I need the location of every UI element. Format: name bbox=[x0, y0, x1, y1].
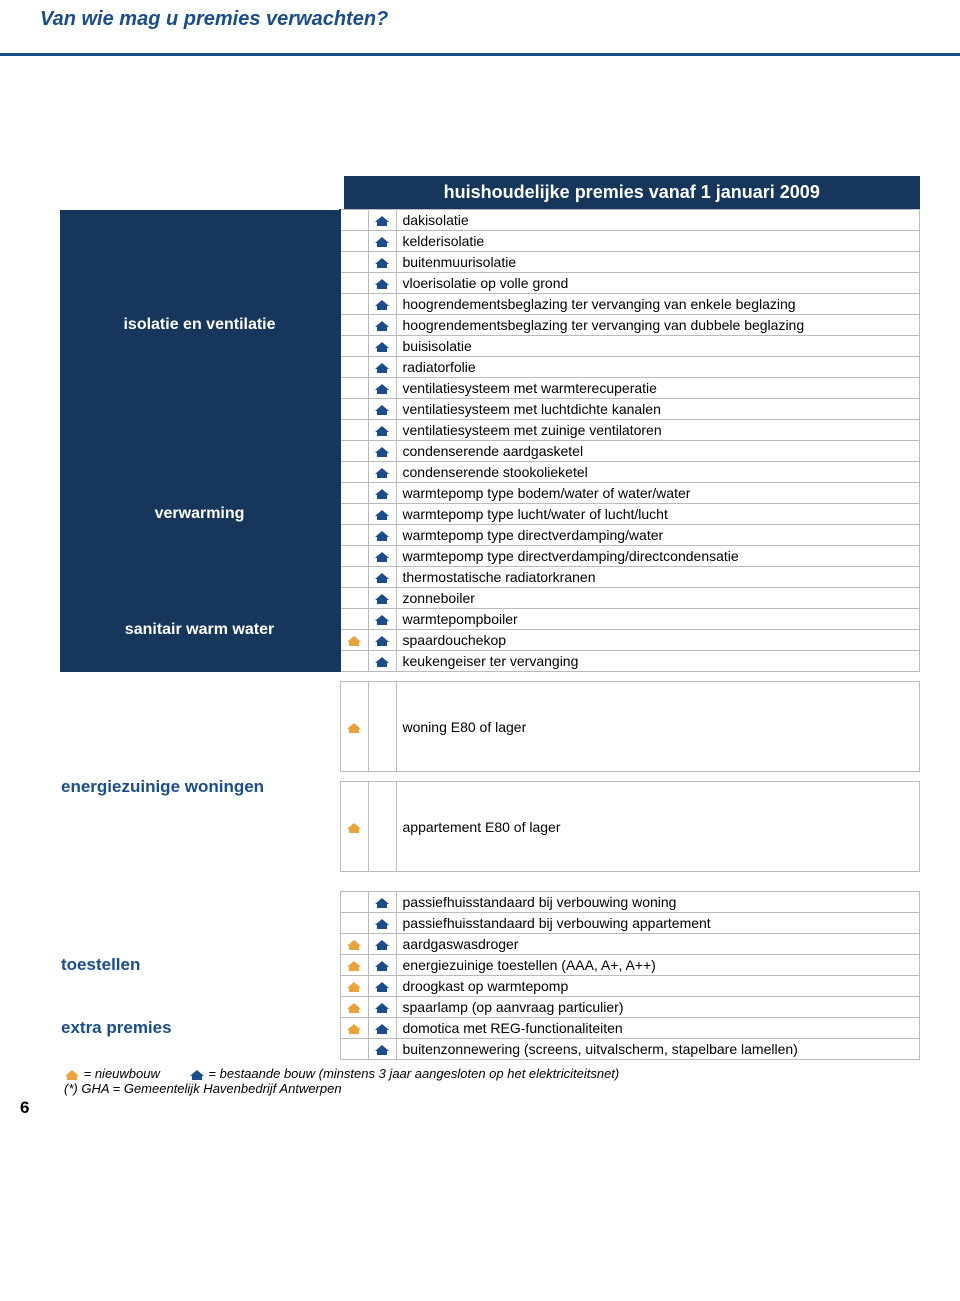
house-orange-icon bbox=[64, 1069, 80, 1081]
house-blue-icon bbox=[368, 231, 396, 252]
table-row: hoogrendementsbeglazing ter vervanging v… bbox=[396, 315, 920, 336]
house-blue-icon bbox=[368, 997, 396, 1018]
category-sanitair: sanitair warm water bbox=[60, 588, 340, 672]
house-blue-icon bbox=[368, 955, 396, 976]
table-row: energiezuinige toestellen (AAA, A+, A++) bbox=[396, 955, 920, 976]
table-row: ventilatiesysteem met luchtdichte kanale… bbox=[396, 399, 920, 420]
category-isolatie: isolatie en ventilatie bbox=[60, 210, 340, 441]
table-row: buitenmuurisolatie bbox=[396, 252, 920, 273]
house-blue-icon bbox=[368, 588, 396, 609]
house-blue-icon bbox=[368, 1018, 396, 1039]
house-blue-icon bbox=[368, 567, 396, 588]
main-table: huishoudelijke premies vanaf 1 januari 2… bbox=[60, 176, 920, 1060]
house-blue-icon bbox=[368, 525, 396, 546]
table-row: vloerisolatie op volle grond bbox=[396, 273, 920, 294]
legend-gha: (*) GHA = Gemeentelijk Havenbedrijf Antw… bbox=[64, 1081, 342, 1096]
table-row: warmtepomp type directverdamping/directc… bbox=[396, 546, 920, 567]
house-blue-icon bbox=[368, 420, 396, 441]
table-row: aardgaswasdroger bbox=[396, 934, 920, 955]
page-number: 6 bbox=[20, 1098, 920, 1118]
table-row: domotica met REG-functionaliteiten bbox=[396, 1018, 920, 1039]
house-blue-icon bbox=[368, 441, 396, 462]
table-row: keukengeiser ter vervanging bbox=[396, 651, 920, 672]
house-blue-icon bbox=[368, 273, 396, 294]
house-blue-icon bbox=[368, 609, 396, 630]
table-row: zonneboiler bbox=[396, 588, 920, 609]
table-row: passiefhuisstandaard bij verbouwing woni… bbox=[396, 892, 920, 913]
table-row: warmtepomp type bodem/water of water/wat… bbox=[396, 483, 920, 504]
house-blue-icon bbox=[368, 504, 396, 525]
table-row: buisisolatie bbox=[396, 336, 920, 357]
table-row: thermostatische radiatorkranen bbox=[396, 567, 920, 588]
page-title: Van wie mag u premies verwachten? bbox=[40, 0, 920, 33]
table-row: hoogrendementsbeglazing ter vervanging v… bbox=[396, 294, 920, 315]
table-row: woning E80 of lager bbox=[396, 682, 920, 772]
house-blue-icon bbox=[368, 483, 396, 504]
house-blue-icon bbox=[368, 399, 396, 420]
house-orange-icon bbox=[340, 934, 368, 955]
house-blue-icon bbox=[368, 210, 396, 231]
category-extra: extra premies bbox=[61, 1018, 172, 1037]
legend-bestaand: = bestaande bouw (minstens 3 jaar aanges… bbox=[208, 1066, 619, 1081]
house-blue-icon bbox=[368, 1039, 396, 1060]
category-verwarming: verwarming bbox=[60, 441, 340, 588]
house-blue-icon bbox=[368, 651, 396, 672]
house-blue-icon bbox=[368, 336, 396, 357]
house-orange-icon bbox=[340, 976, 368, 997]
house-blue-icon bbox=[368, 462, 396, 483]
house-orange-icon bbox=[340, 630, 368, 651]
house-blue-icon bbox=[368, 892, 396, 913]
house-blue-icon bbox=[189, 1069, 205, 1081]
table-row: warmtepompboiler bbox=[396, 609, 920, 630]
house-blue-icon bbox=[368, 934, 396, 955]
table-row: kelderisolatie bbox=[396, 231, 920, 252]
table-row: radiatorfolie bbox=[396, 357, 920, 378]
house-blue-icon bbox=[368, 976, 396, 997]
house-blue-icon bbox=[368, 378, 396, 399]
legend-nieuwbouw: = nieuwbouw bbox=[84, 1066, 160, 1081]
table-row: droogkast op warmtepomp bbox=[396, 976, 920, 997]
table-row: spaardouchekop bbox=[396, 630, 920, 651]
house-blue-icon bbox=[368, 546, 396, 567]
table-row: passiefhuisstandaard bij verbouwing appa… bbox=[396, 913, 920, 934]
table-row: warmtepomp type directverdamping/water bbox=[396, 525, 920, 546]
house-blue-icon bbox=[368, 294, 396, 315]
house-blue-icon bbox=[368, 357, 396, 378]
table-row: condenserende stookolieketel bbox=[396, 462, 920, 483]
table-row: ventilatiesysteem met zuinige ventilator… bbox=[396, 420, 920, 441]
house-orange-icon bbox=[340, 955, 368, 976]
house-orange-icon bbox=[340, 782, 368, 872]
table-row: appartement E80 of lager bbox=[396, 782, 920, 872]
table-title: huishoudelijke premies vanaf 1 januari 2… bbox=[340, 176, 920, 209]
table-row: dakisolatie bbox=[396, 210, 920, 231]
table-row: spaarlamp (op aanvraag particulier) bbox=[396, 997, 920, 1018]
table-row: condenserende aardgasketel bbox=[396, 441, 920, 462]
house-orange-icon bbox=[340, 682, 368, 772]
category-energiezuinig: energiezuinige woningen bbox=[61, 777, 264, 796]
table-row: buitenzonnewering (screens, uitvalscherm… bbox=[396, 1039, 920, 1060]
house-blue-icon bbox=[368, 630, 396, 651]
house-blue-icon bbox=[368, 913, 396, 934]
category-toestellen: toestellen bbox=[61, 955, 140, 974]
legend: = nieuwbouw = bestaande bouw (minstens 3… bbox=[64, 1066, 920, 1096]
house-orange-icon bbox=[340, 997, 368, 1018]
house-blue-icon bbox=[368, 315, 396, 336]
house-blue-icon bbox=[368, 252, 396, 273]
table-row: ventilatiesysteem met warmterecuperatie bbox=[396, 378, 920, 399]
house-orange-icon bbox=[340, 1018, 368, 1039]
table-row: warmtepomp type lucht/water of lucht/luc… bbox=[396, 504, 920, 525]
